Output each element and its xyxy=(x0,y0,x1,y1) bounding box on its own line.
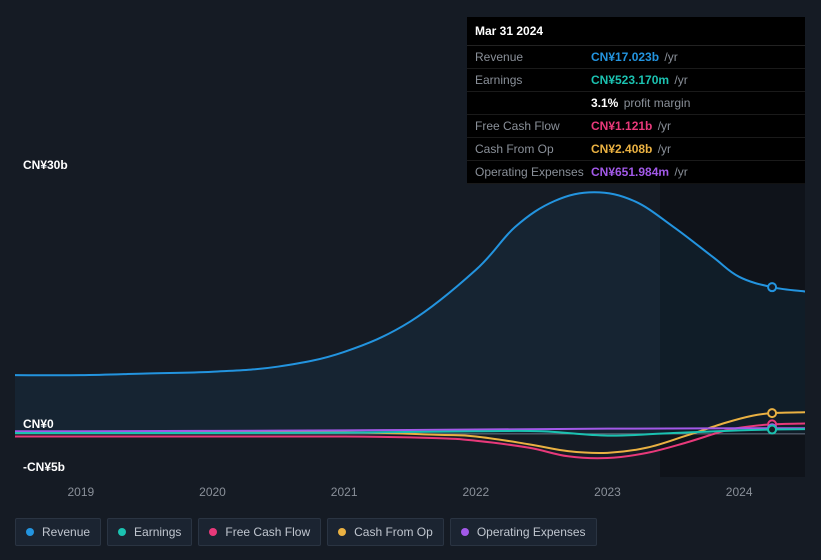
legend-label: Cash From Op xyxy=(354,525,433,539)
series-marker xyxy=(768,409,776,417)
series-marker xyxy=(768,283,776,291)
tooltip-row-label: Revenue xyxy=(475,50,591,64)
tooltip-row-label xyxy=(475,96,591,110)
y-axis-tick: CN¥0 xyxy=(23,417,54,431)
tooltip-row-suffix: /yr xyxy=(661,50,678,64)
tooltip-row-label: Cash From Op xyxy=(475,142,591,156)
legend-label: Operating Expenses xyxy=(477,525,586,539)
legend-label: Earnings xyxy=(134,525,181,539)
tooltip-row: EarningsCN¥523.170m /yr xyxy=(467,69,805,92)
legend-item-operating-expenses[interactable]: Operating Expenses xyxy=(450,518,597,546)
tooltip-panel: Mar 31 2024 RevenueCN¥17.023b /yrEarning… xyxy=(467,17,805,184)
y-axis-tick: -CN¥5b xyxy=(23,460,65,474)
tooltip-row: 3.1% profit margin xyxy=(467,92,805,115)
legend-item-revenue[interactable]: Revenue xyxy=(15,518,101,546)
x-axis-tick: 2021 xyxy=(331,485,358,499)
tooltip-date: Mar 31 2024 xyxy=(467,17,805,46)
tooltip-row-suffix: /yr xyxy=(654,142,671,156)
legend-dot-icon xyxy=(26,528,34,536)
y-axis-tick: CN¥30b xyxy=(23,158,68,172)
tooltip-row-suffix: /yr xyxy=(671,73,688,87)
tooltip-row-value: CN¥523.170m xyxy=(591,73,669,87)
x-axis-tick: 2024 xyxy=(726,485,753,499)
legend-label: Revenue xyxy=(42,525,90,539)
tooltip-row-value: 3.1% xyxy=(591,96,618,110)
tooltip-row-value: CN¥2.408b xyxy=(591,142,652,156)
tooltip-row-label: Earnings xyxy=(475,73,591,87)
tooltip-row: Cash From OpCN¥2.408b /yr xyxy=(467,138,805,161)
legend-label: Free Cash Flow xyxy=(225,525,310,539)
tooltip-row: Free Cash FlowCN¥1.121b /yr xyxy=(467,115,805,138)
line-chart[interactable] xyxy=(15,175,805,477)
legend: Revenue Earnings Free Cash Flow Cash From O… xyxy=(15,518,597,546)
x-axis-tick: 2019 xyxy=(67,485,94,499)
tooltip-row-value: CN¥1.121b xyxy=(591,119,652,133)
tooltip-row: RevenueCN¥17.023b /yr xyxy=(467,46,805,69)
legend-item-earnings[interactable]: Earnings xyxy=(107,518,192,546)
legend-dot-icon xyxy=(209,528,217,536)
tooltip-row-label: Free Cash Flow xyxy=(475,119,591,133)
x-axis-tick: 2022 xyxy=(462,485,489,499)
legend-item-free-cash-flow[interactable]: Free Cash Flow xyxy=(198,518,321,546)
legend-dot-icon xyxy=(338,528,346,536)
tooltip-row-suffix: profit margin xyxy=(620,96,690,110)
x-axis: 2019 2020 2021 2022 2023 2024 xyxy=(15,485,805,499)
tooltip-row-suffix: /yr xyxy=(654,119,671,133)
x-axis-tick: 2023 xyxy=(594,485,621,499)
legend-dot-icon xyxy=(118,528,126,536)
x-axis-tick: 2020 xyxy=(199,485,226,499)
tooltip-row-value: CN¥17.023b xyxy=(591,50,659,64)
series-marker xyxy=(768,426,776,434)
legend-dot-icon xyxy=(461,528,469,536)
legend-item-cash-from-op[interactable]: Cash From Op xyxy=(327,518,444,546)
